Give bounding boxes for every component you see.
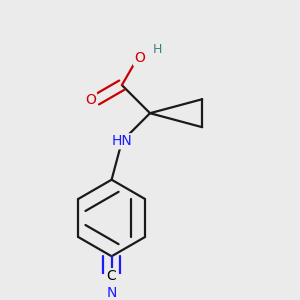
Text: C: C	[107, 269, 116, 283]
Text: O: O	[85, 93, 96, 107]
Text: HN: HN	[112, 134, 132, 148]
Text: N: N	[106, 286, 117, 300]
Text: H: H	[153, 43, 162, 56]
Text: O: O	[134, 51, 145, 65]
